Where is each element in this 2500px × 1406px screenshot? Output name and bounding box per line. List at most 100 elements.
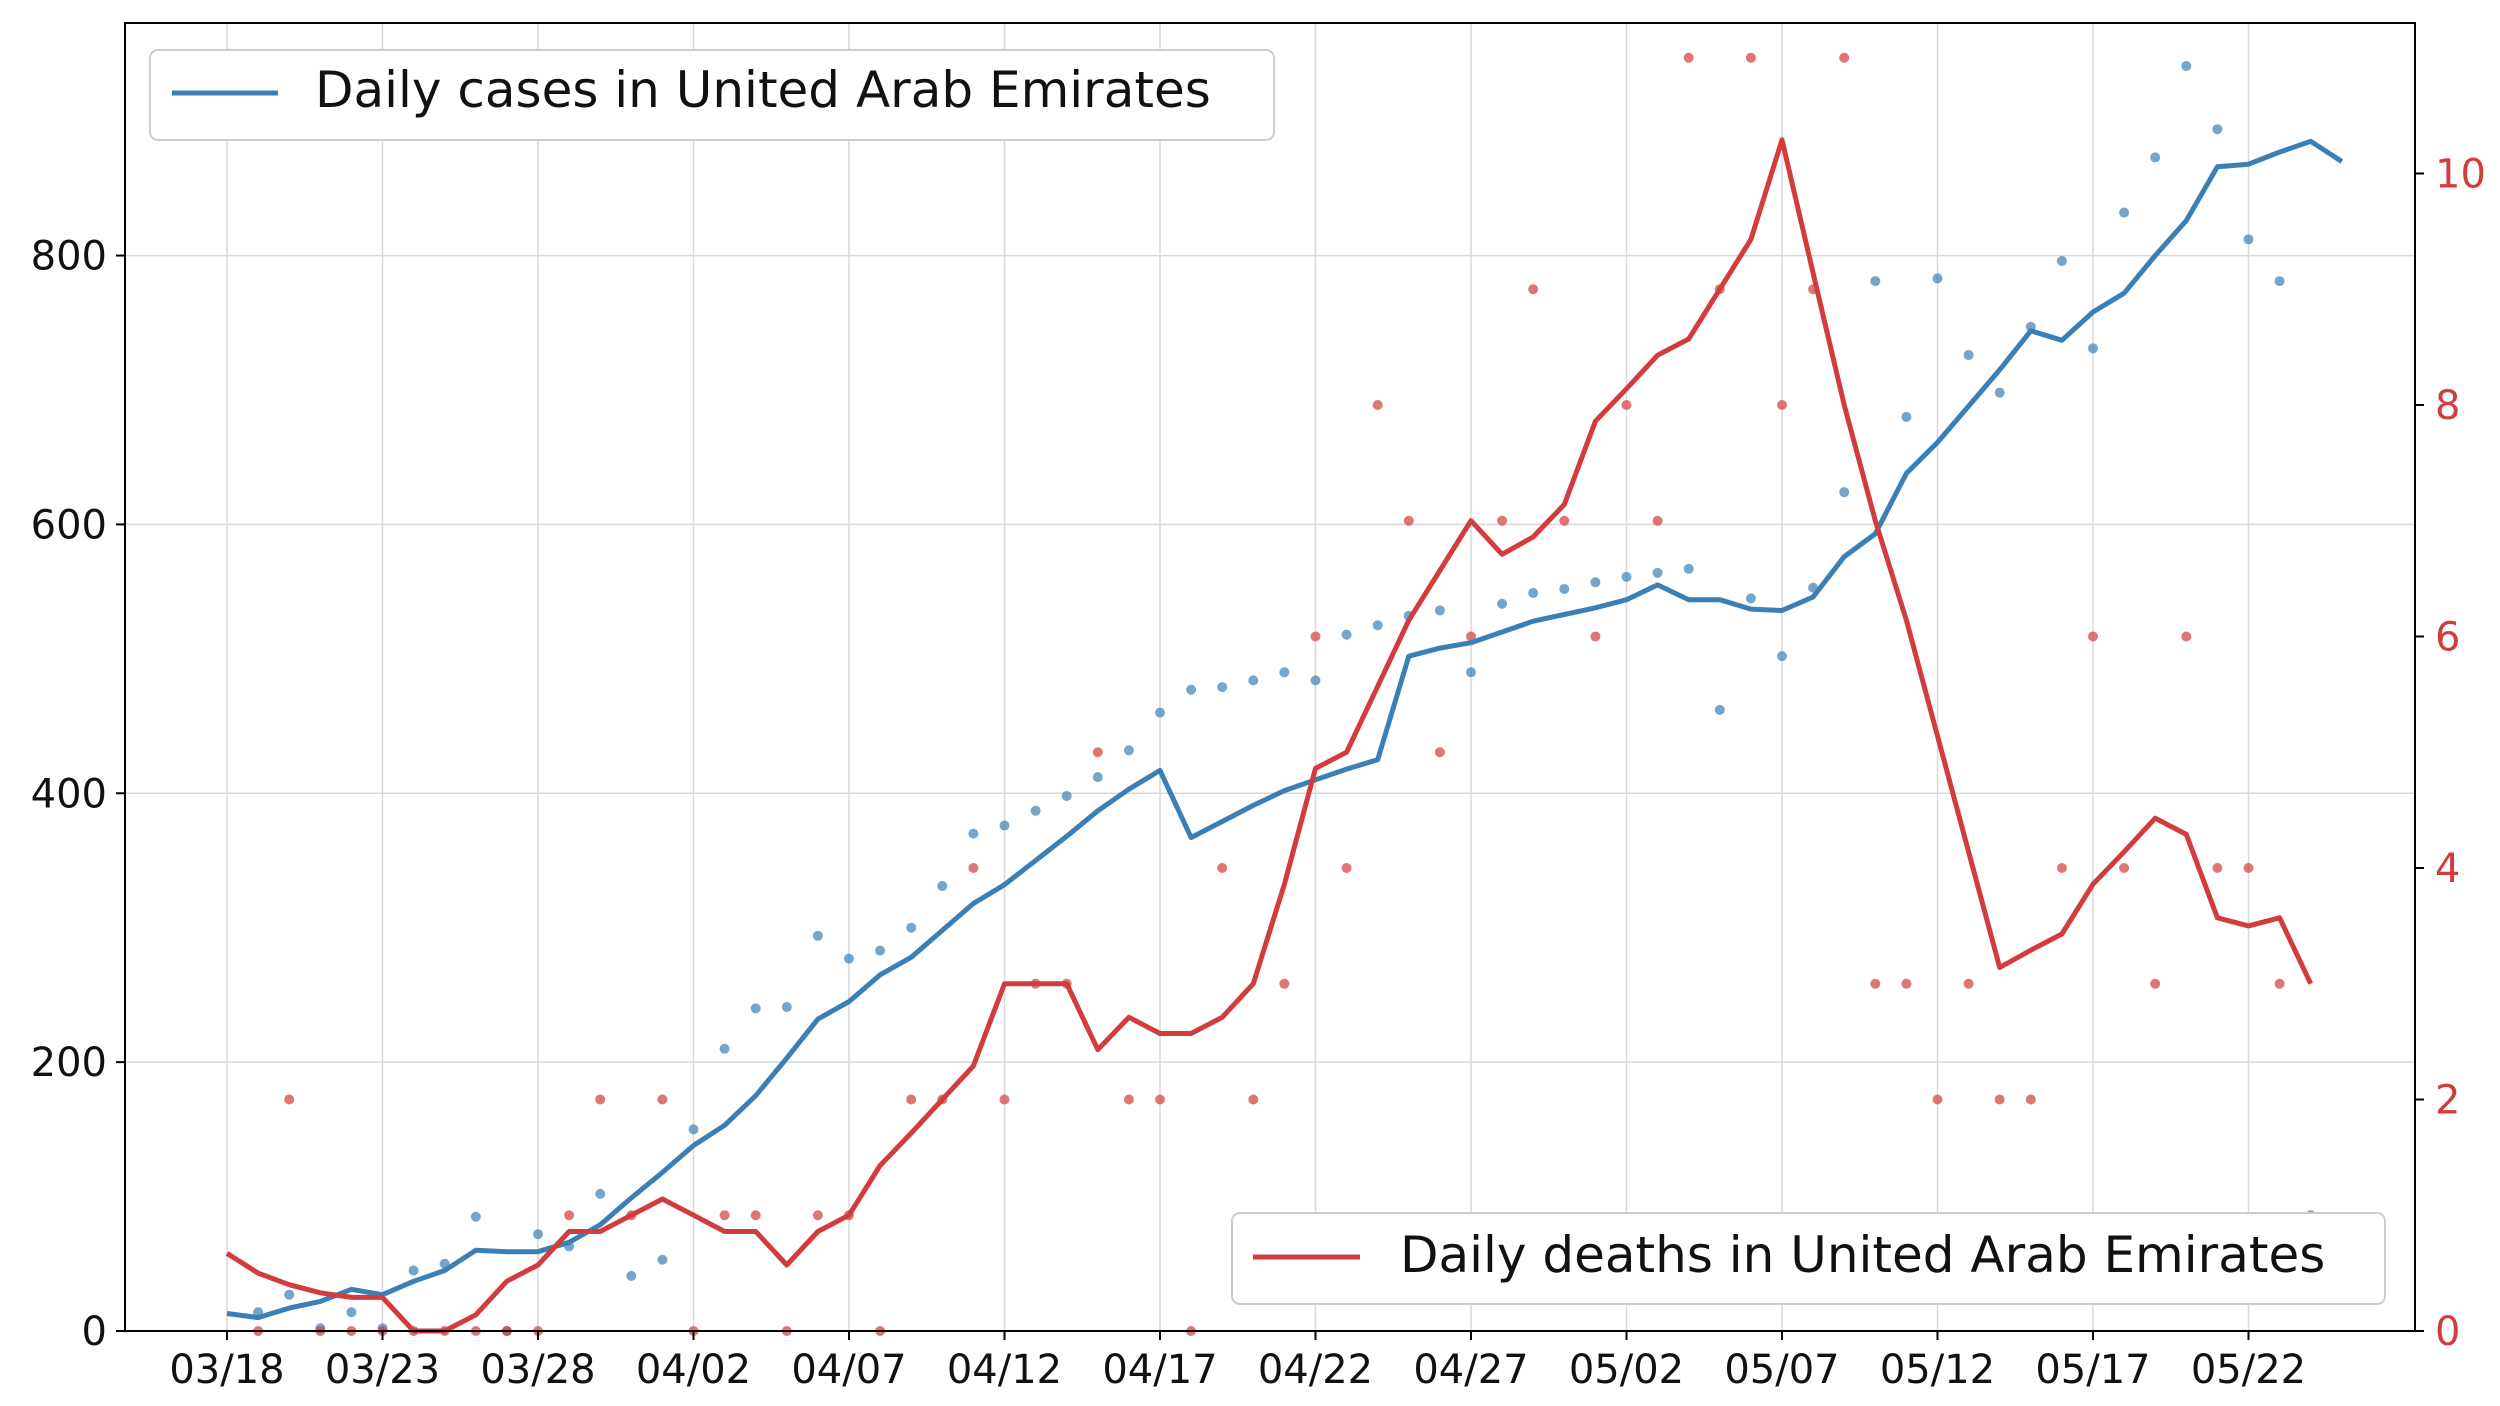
data-point [1092, 772, 1103, 783]
data-point [1466, 631, 1476, 642]
data-point [1279, 667, 1290, 678]
data-point [1186, 684, 1197, 695]
data-point [750, 1210, 761, 1221]
deaths-average-line [225, 137, 2313, 1334]
data-point [595, 1094, 606, 1105]
data-point [1434, 605, 1445, 616]
data-point [1777, 399, 1787, 410]
data-point [1777, 651, 1787, 662]
cases-average-line [226, 138, 2344, 1321]
data-point [1155, 707, 1165, 718]
data-point [2181, 631, 2192, 642]
data-point [1248, 1094, 1259, 1105]
data-point [781, 1002, 792, 1013]
data-point [688, 1124, 699, 1135]
data-point [1372, 620, 1383, 631]
data-point [1248, 675, 1259, 686]
data-point [1683, 52, 1694, 63]
data-point [875, 945, 886, 956]
data-point [1652, 567, 1663, 578]
data-point [2274, 276, 2285, 287]
y-left-tick-label: 400 [31, 771, 107, 817]
data-point [1497, 598, 1508, 609]
x-tick-label: 03/18 [169, 1347, 284, 1393]
data-point [750, 1003, 761, 1014]
data-point [2243, 234, 2254, 245]
data-point [1341, 862, 1352, 873]
y-right-tick-label: 0 [2435, 1309, 2460, 1355]
legend-deaths: Daily deaths in United Arab Emirates [1231, 1212, 2386, 1305]
y-left-tick-label: 600 [31, 502, 107, 548]
data-point [2119, 207, 2130, 218]
data-point [1092, 747, 1103, 758]
data-point [1403, 515, 1414, 526]
data-point [1839, 487, 1850, 498]
y-right-tick-label: 2 [2435, 1077, 2460, 1123]
data-point [2150, 152, 2161, 163]
plot-frame [124, 22, 2416, 1332]
data-point [1559, 515, 1570, 526]
data-point [2243, 862, 2254, 873]
legend-deaths-label: Daily deaths in United Arab Emirates [1400, 1226, 2325, 1284]
data-point [1590, 577, 1601, 588]
data-point [2212, 124, 2223, 135]
x-tick-label: 03/23 [325, 1347, 440, 1393]
data-point [1839, 52, 1850, 63]
data-point [1621, 399, 1632, 410]
data-point [1994, 387, 2005, 398]
cases-points [253, 61, 2285, 1336]
data-point [284, 1094, 295, 1105]
data-point [1217, 862, 1228, 873]
data-point [719, 1043, 730, 1054]
x-axis: 03/18 03/23 03/28 04/02 04/07 04/12 04/17 04/22… [169, 1331, 2306, 1393]
data-point [1870, 978, 1881, 989]
data-point [906, 1094, 917, 1105]
data-point [595, 1188, 606, 1199]
data-point [2056, 862, 2067, 873]
data-point [1901, 411, 1912, 422]
y-left-tick-label: 200 [31, 1040, 107, 1086]
data-point [719, 1210, 730, 1221]
x-tick-label: 04/17 [1102, 1347, 1217, 1393]
x-tick-label: 04/07 [791, 1347, 906, 1393]
data-point [1030, 805, 1041, 816]
data-point [1963, 350, 1974, 361]
y-left-tick-label: 0 [82, 1309, 107, 1355]
x-tick-label: 04/02 [636, 1347, 751, 1393]
data-point [1932, 1094, 1943, 1105]
data-point [1310, 631, 1321, 642]
data-point [1528, 284, 1539, 295]
data-point [2181, 61, 2192, 72]
y-left-tick-label: 800 [31, 234, 107, 280]
data-point [1932, 273, 1943, 284]
data-point [1963, 978, 1974, 989]
data-point [470, 1211, 481, 1222]
data-point [1217, 682, 1228, 693]
data-point [1870, 276, 1881, 287]
data-point [564, 1210, 575, 1221]
y-right-tick-label: 4 [2435, 846, 2460, 892]
x-tick-label: 05/02 [1569, 1347, 1684, 1393]
data-point [844, 953, 854, 964]
data-point [906, 922, 917, 933]
data-point [812, 1210, 823, 1221]
data-point [968, 862, 979, 873]
data-point [1652, 515, 1663, 526]
data-point [657, 1094, 668, 1105]
data-point [1590, 631, 1601, 642]
x-tick-label: 05/17 [2035, 1347, 2150, 1393]
series-line [226, 138, 2344, 1321]
data-point [2212, 862, 2223, 873]
data-point [1123, 1094, 1134, 1105]
data-point [2119, 862, 2130, 873]
data-point [1372, 399, 1383, 410]
series-line [225, 137, 2313, 1334]
data-point [284, 1289, 295, 1300]
x-tick-label: 05/12 [1880, 1347, 1995, 1393]
data-point [1745, 593, 1756, 604]
data-point [2150, 978, 2161, 989]
grid-lines [125, 23, 2415, 1332]
data-point [1341, 629, 1352, 640]
data-point [1528, 587, 1539, 598]
